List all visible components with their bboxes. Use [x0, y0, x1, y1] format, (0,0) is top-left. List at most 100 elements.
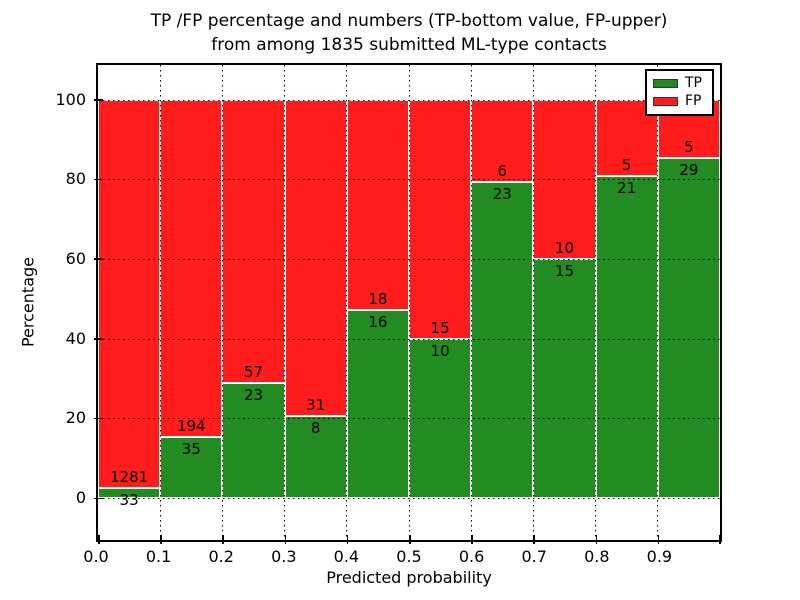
v-gridline-0.4	[346, 65, 348, 540]
tp-legend-swatch	[653, 78, 678, 88]
bar-stack-0.3	[284, 99, 347, 498]
y-tick-label-60: 60	[65, 248, 86, 268]
fp-bar-segment	[471, 99, 534, 182]
fp-count-label: 6	[497, 161, 508, 180]
fp-count-label: 1281	[110, 468, 149, 486]
y-tick-label-100: 100	[55, 89, 86, 109]
x-tick-mark	[346, 535, 349, 544]
fp-count-label: 10	[554, 238, 575, 257]
x-tick-label-0.7: 0.7	[521, 547, 547, 566]
x-tick-mark	[98, 535, 100, 544]
tp-count-label: 29	[679, 161, 699, 180]
y-tick-mark	[94, 338, 103, 340]
y-tick-label-80: 80	[65, 169, 86, 189]
v-gridline-0.5	[408, 65, 410, 540]
bar-stack-0.2	[222, 99, 285, 498]
x-tick-label-0.6: 0.6	[458, 547, 485, 566]
legend-row-fp: FP	[653, 94, 706, 109]
chart-title: TP /FP percentage and numbers (TP-bottom…	[96, 9, 722, 57]
x-tick-mark	[284, 535, 287, 544]
fp-count-label: 5	[621, 156, 632, 175]
tp-legend-label: TP	[685, 74, 702, 91]
fp-bar-segment	[160, 99, 223, 438]
tp-bar-segment	[595, 176, 658, 498]
y-tick-mark	[94, 417, 103, 420]
x-tick-mark	[222, 535, 224, 544]
x-axis-label: Predicted probability	[326, 568, 492, 587]
x-tick-label-0.2: 0.2	[208, 547, 234, 566]
x-tick-mark	[657, 535, 660, 544]
fp-bar-segment	[98, 99, 161, 488]
tp-count-label: 23	[492, 184, 512, 203]
bar-stack-0.4	[346, 99, 409, 498]
x-tick-label-0.5: 0.5	[396, 547, 422, 566]
x-tick-label-0.4: 0.4	[333, 547, 360, 566]
v-gridline-0.3	[284, 65, 286, 540]
tp-count-label: 23	[243, 386, 264, 405]
tp-count-label: 10	[430, 341, 450, 360]
y-tick-label-0: 0	[75, 488, 86, 507]
bar-stack-0.0	[98, 99, 161, 498]
v-gridline-0.8	[595, 65, 597, 540]
fp-count-label: 18	[368, 290, 388, 309]
fp-bar-segment	[409, 99, 472, 339]
fp-count-label: 15	[430, 318, 450, 337]
y-tick-mark	[94, 99, 103, 101]
x-tick-label-0.1: 0.1	[145, 547, 172, 566]
tp-bar-segment	[533, 258, 596, 498]
x-tick-mark	[471, 535, 473, 544]
v-gridline-0.6	[470, 65, 472, 540]
tp-count-label: 15	[554, 261, 575, 280]
v-gridline-0.9	[657, 65, 659, 540]
x-tick-label-0.3: 0.3	[271, 547, 297, 566]
fp-legend-label: FP	[685, 93, 702, 110]
tp-bar-segment	[98, 488, 161, 498]
tp-count-label: 16	[368, 313, 388, 332]
x-tick-mark	[719, 535, 721, 544]
bar-stack-0.9	[657, 99, 720, 498]
tp-count-label: 35	[181, 440, 201, 459]
tp-bar-segment	[471, 181, 534, 498]
fp-bar-segment	[222, 99, 285, 384]
v-gridline-0.7	[532, 65, 534, 540]
y-tick-mark	[94, 178, 103, 181]
chart-title-line2: from among 1835 submitted ML-type contac…	[211, 35, 607, 55]
bar-stack-0.5	[409, 99, 472, 498]
x-tick-label-0.8: 0.8	[584, 547, 610, 566]
chart-title-line1: TP /FP percentage and numbers (TP-bottom…	[150, 11, 668, 31]
x-tick-label-0.0: 0.0	[83, 547, 109, 566]
x-tick-mark	[160, 535, 162, 544]
bar-stack-0.1	[160, 99, 223, 498]
legend: TP FP	[645, 69, 714, 116]
tp-count-label: 8	[310, 419, 321, 438]
tp-count-label: 33	[119, 490, 139, 509]
tp-bar-segment	[222, 383, 285, 498]
tp-bar-segment	[346, 310, 409, 498]
v-gridline-0.2	[221, 65, 223, 540]
tp-bar-segment	[160, 437, 223, 498]
fp-legend-swatch	[653, 97, 678, 107]
fp-bar-segment	[346, 99, 409, 311]
fp-bar-segment	[284, 99, 347, 417]
legend-row-tp: TP	[653, 74, 706, 91]
x-tick-label-0.9: 0.9	[646, 547, 673, 566]
y-tick-mark	[94, 497, 103, 499]
bar-stack-0.6	[471, 99, 534, 498]
x-tick-mark	[595, 535, 598, 544]
bar-stack-0.7	[533, 99, 596, 498]
tp-bar-segment	[657, 158, 720, 498]
y-tick-label-40: 40	[65, 328, 86, 348]
fp-count-label: 31	[306, 396, 326, 415]
x-tick-mark	[409, 535, 411, 544]
y-tick-label-20: 20	[65, 408, 86, 428]
fp-count-label: 194	[176, 417, 206, 436]
fp-count-label: 57	[243, 363, 264, 382]
tp-count-label: 21	[617, 179, 637, 198]
y-tick-mark	[94, 258, 103, 260]
plot-area: 1281 33 194 35 57 23 31 8 18 16 15 10 6 23 10 15 5 21 5 29 …	[94, 63, 722, 544]
fp-count-label: 5	[684, 138, 694, 157]
v-gridline-0.1	[159, 65, 161, 540]
bar-stack-0.8	[595, 99, 658, 498]
tp-bar-segment	[284, 416, 347, 498]
